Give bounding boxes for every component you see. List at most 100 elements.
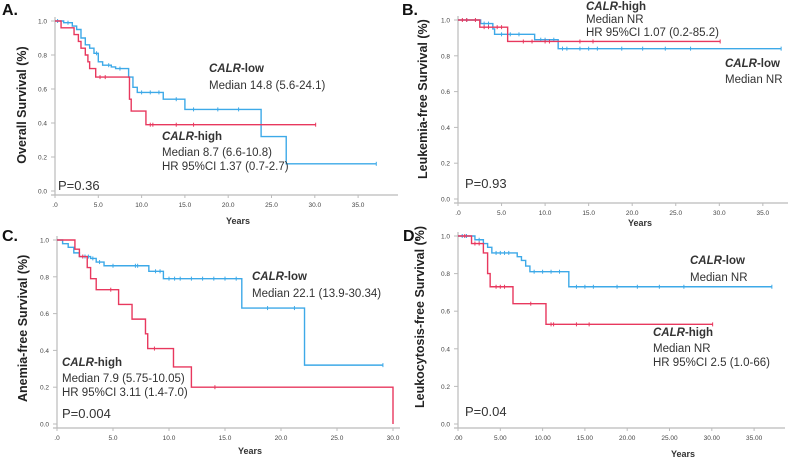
panel-a-high-label: CALR-high (162, 131, 223, 143)
panel-c-low-median: Median 22.1 (13.9-30.34) (252, 288, 382, 300)
panel-c-x-tick-label: 15.0 (219, 435, 232, 442)
panel-a-low-median: Median 14.8 (5.6-24.1) (209, 80, 326, 92)
panel-d-xlabel: Years (671, 449, 696, 459)
panel-b-high-hr: HR 95%CI 1.07 (0.2-85.2) (586, 27, 719, 39)
panel-a-curve-high (55, 20, 316, 126)
panel-b-xlabel: Years (628, 218, 653, 228)
panel-a-xlabel: Years (226, 216, 251, 226)
panel-c-x-tick-label: 10.0 (163, 435, 176, 442)
panel-c-y-tick-label: 0.2 (40, 385, 49, 392)
panel-c-low-label: CALR-low (252, 271, 307, 283)
panel-d-curve-high (458, 235, 713, 326)
panel-d-y-tick-label: 1.0 (441, 234, 450, 241)
panel-a-high-median: Median 8.7 (6.6-10.8) (162, 147, 272, 159)
panel-a-y-tick-label: 0.0 (38, 189, 47, 196)
panel-a-x-tick-label: 15.0 (179, 202, 192, 209)
panel-d-pvalue: P=0.04 (465, 404, 507, 419)
panel-b-x-tick-label: 15.0 (582, 210, 595, 217)
panel-a-x-tick-label: 35.0 (352, 202, 365, 209)
panel-b-y-tick-label: 0.4 (441, 125, 450, 132)
panel-d-y-tick-label: 0.0 (441, 422, 450, 429)
panel-d-y-tick-label: 0.2 (441, 384, 450, 391)
panel-b-y-tick-label: 1.0 (441, 18, 450, 25)
panel-d-high-label: CALR-high (653, 327, 714, 339)
panel-d-ylabel: Leukocytosis-free Survival (%) (413, 225, 427, 408)
panel-d-x-tick-label: 25.00 (661, 435, 678, 442)
panel-b-high-label: CALR-high (586, 1, 647, 13)
panel-c-curve-low (57, 239, 383, 366)
panel-c-x-tick-label: 20.0 (275, 435, 288, 442)
panel-c-x-tick-label: 5.0 (108, 435, 117, 442)
panel-d-y-tick-label: 0.6 (441, 309, 450, 316)
panel-c-x-tick-label: 30.0 (387, 435, 400, 442)
panel-c-letter: C. (2, 228, 18, 245)
panel-b-x-tick-label: 5.0 (497, 210, 506, 217)
panel-c-pvalue: P=0.004 (62, 406, 111, 421)
panel-a-y-tick-label: 0.8 (38, 53, 47, 60)
panel-a-y-tick-label: 0.4 (38, 121, 47, 128)
panel-a-y-tick-label: 1.0 (38, 19, 47, 26)
panel-b-low-label: CALR-low (725, 58, 780, 70)
panel-d-high-median: Median NR (653, 343, 711, 355)
panel-d-curve-low (458, 235, 772, 288)
panel-c-y-tick-label: 0.4 (40, 348, 49, 355)
panel-a-x-tick-label: 10.0 (135, 202, 148, 209)
panel-b-curve-high (458, 19, 721, 43)
panel-a-x-tick-label: 5.0 (94, 202, 103, 209)
panel-a-y-tick-label: 0.6 (38, 87, 47, 94)
panel-b-high-median: Median NR (586, 14, 644, 26)
panel-d-x-tick-label: 20.00 (619, 435, 636, 442)
panel-a-x-tick-label: 30.0 (308, 202, 321, 209)
panel-c-high-median: Median 7.9 (5.75-10.05) (62, 373, 185, 385)
panel-d-x-tick-label: .00 (453, 435, 462, 442)
panel-b-y-tick-label: 0.0 (441, 197, 450, 204)
panel-b-x-tick-label: 20.0 (626, 210, 639, 217)
panel-a-low-label: CALR-low (209, 63, 264, 75)
panel-b-x-tick-label: 35.0 (757, 210, 770, 217)
panel-c-curve-high (57, 239, 394, 424)
panel-d-low-label: CALR-low (690, 255, 745, 267)
panel-b-y-tick-label: 0.8 (441, 53, 450, 60)
panel-b-x-tick-label: .0 (455, 210, 461, 217)
panel-a-letter: A. (2, 2, 18, 19)
panel-c-x-tick-label: .0 (54, 435, 60, 442)
panel-d-high-hr: HR 95%CI 2.5 (1.0-66) (653, 357, 770, 369)
panel-c-xlabel: Years (238, 446, 263, 456)
panel-b-x-tick-label: 30.0 (713, 210, 726, 217)
panel-c-ylabel: Anemia-free Survival (%) (16, 254, 30, 402)
panel-b-x-tick-label: 25.0 (669, 210, 682, 217)
panel-b-letter: B. (402, 2, 418, 19)
panel-c-y-tick-label: 0.6 (40, 311, 49, 318)
panel-b-y-tick-label: 0.2 (441, 161, 450, 168)
panel-d-x-tick-label: 30.00 (704, 435, 721, 442)
panel-b-y-tick-label: 0.6 (441, 89, 450, 96)
panel-c-high-hr: HR 95%CI 3.11 (1.4-7.0) (62, 387, 188, 399)
panel-d-y-tick-label: 0.8 (441, 271, 450, 278)
panel-a-ylabel: Overall Survival (%) (15, 46, 29, 164)
panel-a-pvalue: P=0.36 (58, 178, 100, 193)
panel-b-ylabel: Leukemia-free Survival (%) (416, 19, 430, 179)
panel-c-high-label: CALR-high (62, 357, 123, 369)
panel-d-y-tick-label: 0.4 (441, 346, 450, 353)
panel-a-y-tick-label: 0.2 (38, 155, 47, 162)
panel-c-y-tick-label: 0.8 (40, 274, 49, 281)
panel-d-x-tick-label: 10.00 (534, 435, 551, 442)
panel-c-x-tick-label: 25.0 (331, 435, 344, 442)
panel-b-low-median: Median NR (725, 74, 783, 86)
panel-c-y-tick-label: 1.0 (40, 238, 49, 245)
panel-d-low-median: Median NR (690, 272, 748, 284)
panel-d-x-tick-label: 15.00 (577, 435, 594, 442)
panel-b-pvalue: P=0.93 (465, 176, 507, 191)
panel-d-x-tick-label: 5.00 (494, 435, 507, 442)
panel-a-x-tick-label: .0 (52, 202, 58, 209)
panel-a-x-tick-label: 20.0 (222, 202, 235, 209)
panel-d-letter: D. (403, 228, 419, 245)
panel-d-x-tick-label: 35.00 (746, 435, 763, 442)
panel-a-curve-low (55, 20, 377, 165)
panel-b-x-tick-label: 10.0 (539, 210, 552, 217)
panel-c-y-tick-label: 0.0 (40, 422, 49, 429)
panel-a-x-tick-label: 25.0 (265, 202, 278, 209)
panel-a-high-hr: HR 95%CI 1.37 (0.7-2.7) (162, 161, 289, 173)
